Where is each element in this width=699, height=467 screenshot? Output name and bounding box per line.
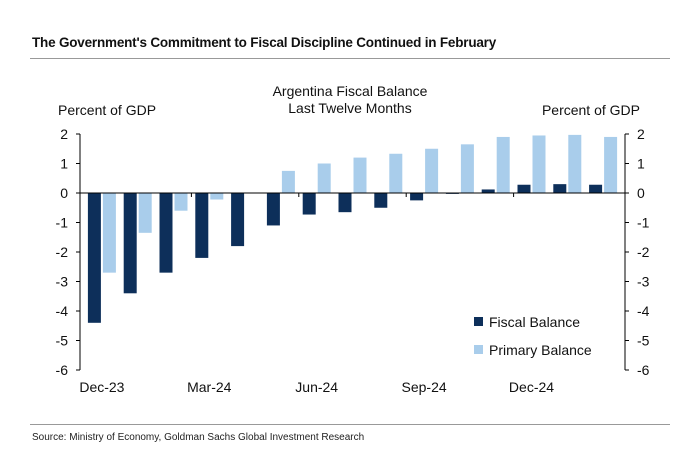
chart-title: Argentina Fiscal Balance (273, 83, 428, 99)
legend-label-0: Fiscal Balance (489, 314, 580, 330)
y-tick-label-left: -4 (56, 303, 69, 319)
bar-primary-May-24 (281, 170, 295, 193)
x-tick-label: Dec-23 (79, 379, 124, 395)
bar-fiscal-Jul-24 (338, 193, 352, 213)
y-tick-label-right: 1 (637, 156, 645, 172)
chart-subtitle: Last Twelve Months (288, 100, 411, 116)
y-tick-label-right: -3 (637, 274, 650, 290)
legend-swatch-0 (474, 317, 483, 326)
bar-fiscal-Jan-25 (553, 184, 567, 193)
x-tick-label: Mar-24 (187, 379, 232, 395)
bar-fiscal-Nov-24 (481, 189, 495, 193)
figure-title: The Government's Commitment to Fiscal Di… (32, 35, 497, 50)
y-tick-label-right: -2 (637, 244, 650, 260)
y-tick-label-right: -6 (637, 362, 650, 378)
y-tick-label-left: 2 (60, 126, 68, 142)
source-divider (30, 424, 670, 425)
bar-fiscal-Jan-24 (123, 193, 137, 294)
bar-fiscal-Dec-24 (517, 184, 531, 193)
bar-primary-Nov-24 (496, 136, 510, 193)
bar-fiscal-Aug-24 (374, 193, 388, 208)
y-tick-label-right: -1 (637, 215, 650, 231)
bar-primary-Jul-24 (353, 157, 367, 193)
bar-primary-Aug-24 (389, 153, 403, 193)
y-tick-label-left: -3 (56, 274, 69, 290)
bar-primary-Jan-25 (568, 134, 582, 193)
x-tick-label: Dec-24 (509, 379, 554, 395)
y-tick-label-right: 0 (637, 185, 645, 201)
y-axis-label-right: Percent of GDP (542, 102, 640, 118)
chart: Argentina Fiscal Balance Last Twelve Mon… (56, 83, 650, 395)
y-tick-label-left: -2 (56, 244, 69, 260)
bar-fiscal-Feb-24 (159, 193, 173, 273)
x-tick-label: Sep-24 (402, 379, 447, 395)
y-tick-label-left: -1 (56, 215, 69, 231)
bar-primary-Jan-24 (138, 193, 152, 233)
bar-primary-Jun-24 (317, 163, 331, 193)
y-tick-label-left: -6 (56, 362, 69, 378)
bar-fiscal-Sep-24 (410, 193, 424, 201)
y-tick-label-left: 1 (60, 156, 68, 172)
x-tick-label: Jun-24 (295, 379, 338, 395)
y-tick-label-right: 2 (637, 126, 645, 142)
bar-primary-Mar-24 (210, 193, 224, 200)
y-tick-label-left: -5 (56, 333, 69, 349)
y-tick-label-left: 0 (60, 185, 68, 201)
bar-primary-Feb-24 (174, 193, 188, 211)
y-axis-label-left: Percent of GDP (58, 102, 156, 118)
bar-fiscal-Mar-24 (195, 193, 209, 258)
bar-primary-Sep-24 (425, 148, 439, 193)
title-divider (30, 58, 670, 59)
bar-primary-Dec-23 (102, 193, 116, 273)
legend-swatch-1 (474, 345, 483, 354)
bar-fiscal-Dec-23 (87, 193, 101, 323)
bar-fiscal-Apr-24 (231, 193, 245, 247)
y-tick-label-right: -5 (637, 333, 650, 349)
source-note: Source: Ministry of Economy, Goldman Sac… (32, 432, 365, 443)
bar-fiscal-Jun-24 (302, 193, 316, 215)
y-tick-label-right: -4 (637, 303, 650, 319)
bar-primary-Oct-24 (460, 144, 474, 193)
bar-fiscal-May-24 (266, 193, 280, 226)
legend-label-1: Primary Balance (489, 342, 592, 358)
bar-primary-Dec-24 (532, 135, 546, 193)
bar-fiscal-Feb-25 (589, 184, 603, 193)
bar-primary-Feb-25 (604, 136, 618, 193)
